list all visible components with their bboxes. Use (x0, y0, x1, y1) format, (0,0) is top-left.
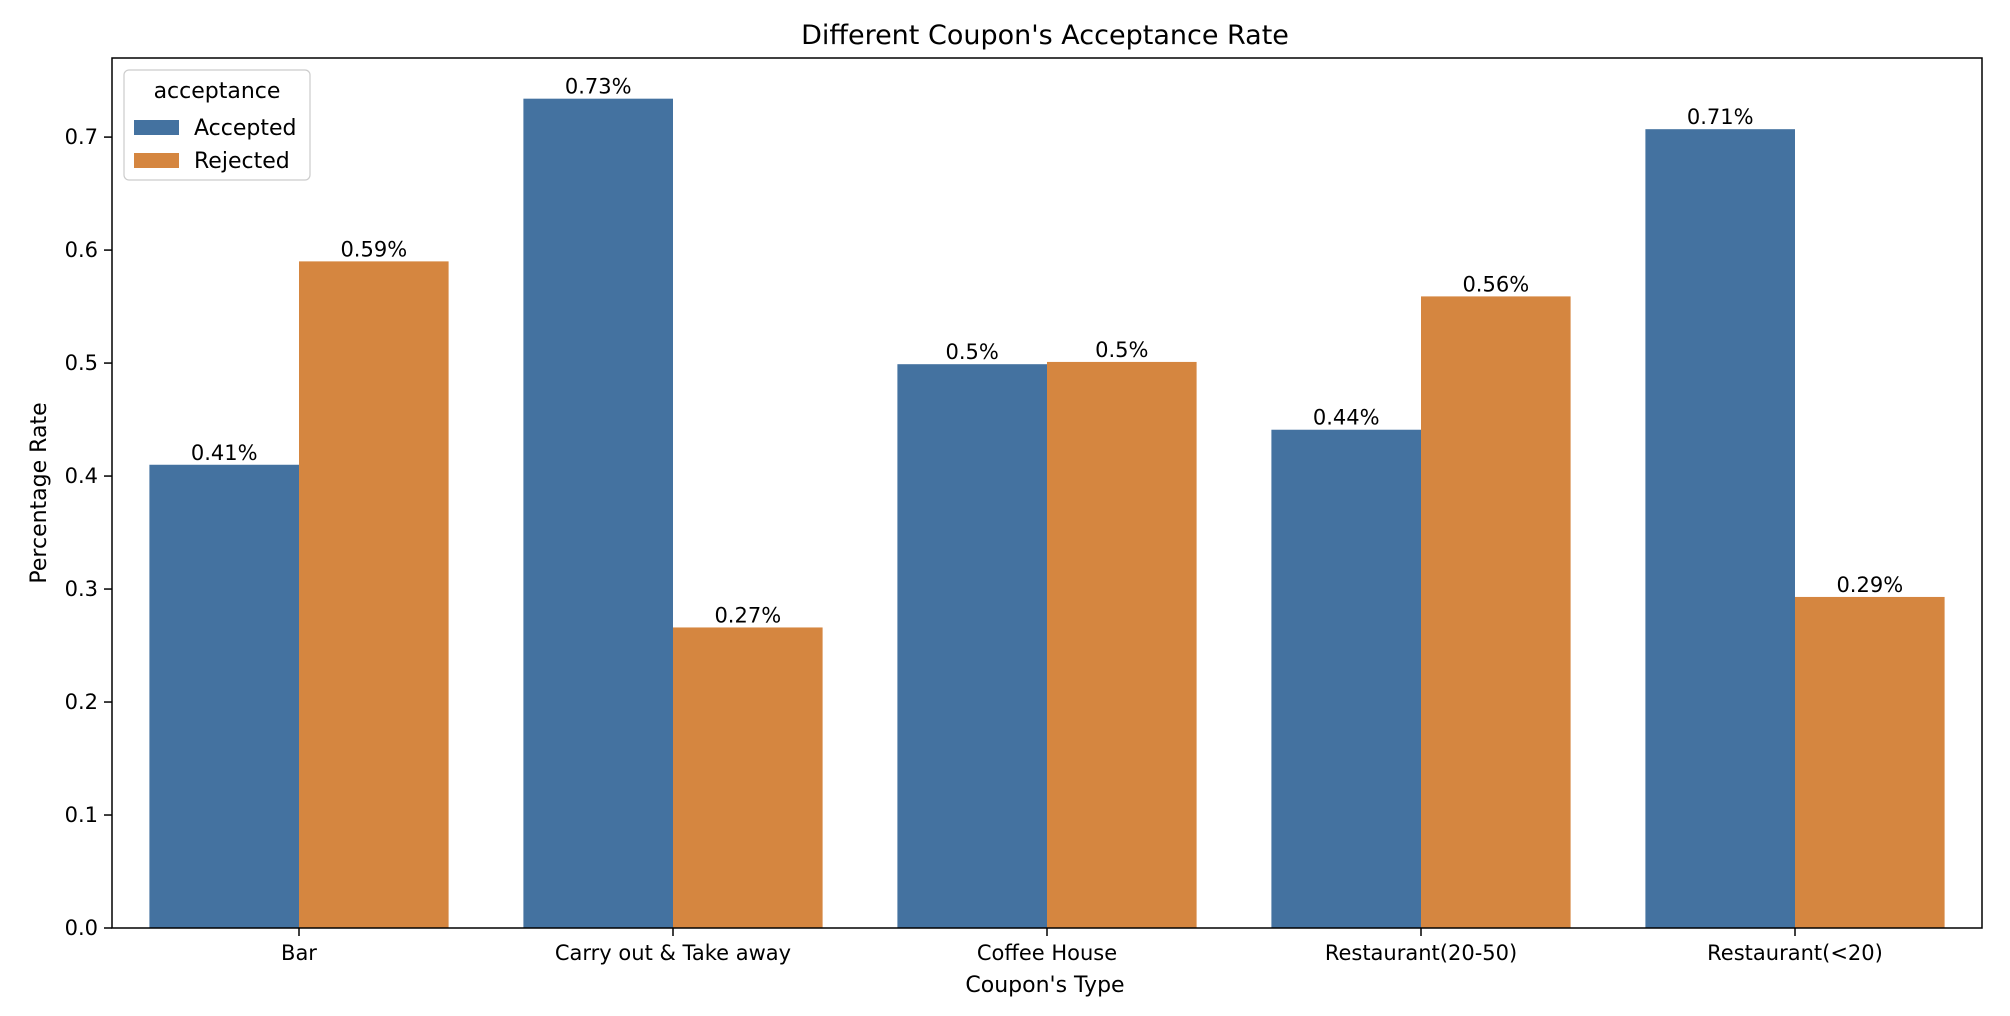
legend: acceptance Accepted Rejected (123, 69, 311, 181)
bars-layer (149, 98, 1945, 929)
bar-accepted-2 (897, 364, 1047, 928)
legend-label-rejected: Rejected (194, 149, 290, 174)
bar-accepted-1 (523, 98, 673, 929)
legend-swatch-rejected (134, 153, 179, 168)
y-tick-label: 0.1 (65, 803, 98, 827)
data-labels-layer: 0.41% 0.59% 0.73% 0.27% 0.5% 0.5% 0.44% 0.56% 0.… (191, 75, 1903, 628)
data-label-accepted-3: 0.44% (1313, 406, 1380, 430)
y-tick-label: 0.0 (65, 916, 98, 940)
bar-rejected-4 (1795, 596, 1945, 928)
data-label-rejected-1: 0.27% (714, 603, 781, 627)
x-tick-label: Carry out & Take away (555, 941, 791, 965)
x-tick-label: Coffee House (977, 941, 1117, 965)
x-tick-label: Restaurant(<20) (1707, 941, 1883, 965)
x-axis-label: Coupon's Type (965, 973, 1124, 998)
data-label-accepted-0: 0.41% (191, 441, 258, 465)
axes-layer: 0.0 0.1 0.2 0.3 0.4 0.5 0.6 0.7 Bar Carry out & T… (65, 57, 1983, 965)
data-label-rejected-3: 0.56% (1462, 272, 1529, 296)
data-label-accepted-2: 0.5% (946, 340, 999, 364)
y-tick-label: 0.7 (65, 125, 98, 149)
y-tick-label: 0.2 (65, 690, 98, 714)
bar-accepted-0 (149, 464, 299, 928)
chart-title: Different Coupon's Acceptance Rate (801, 20, 1289, 51)
y-tick-label: 0.6 (65, 238, 98, 262)
bar-rejected-3 (1421, 296, 1571, 928)
y-tick-label: 0.4 (65, 464, 98, 488)
legend-swatch-accepted (134, 120, 179, 135)
bar-rejected-1 (673, 627, 823, 928)
legend-label-accepted: Accepted (194, 116, 296, 141)
data-label-rejected-2: 0.5% (1095, 338, 1148, 362)
x-tick-label: Restaurant(20-50) (1325, 941, 1517, 965)
data-label-rejected-4: 0.29% (1836, 573, 1903, 597)
x-tick-label: Bar (281, 941, 317, 965)
y-tick-label: 0.5 (65, 351, 98, 375)
bar-accepted-4 (1645, 129, 1795, 928)
bar-rejected-0 (299, 261, 449, 929)
data-label-accepted-1: 0.73% (565, 75, 632, 99)
data-label-rejected-0: 0.59% (340, 237, 407, 261)
legend-title: acceptance (154, 79, 281, 104)
y-axis-label: Percentage Rate (27, 402, 52, 583)
y-tick-label: 0.3 (65, 577, 98, 601)
bar-rejected-2 (1047, 361, 1197, 928)
legend-box (123, 69, 311, 181)
data-label-accepted-4: 0.71% (1687, 105, 1754, 129)
bar-accepted-3 (1271, 429, 1421, 928)
